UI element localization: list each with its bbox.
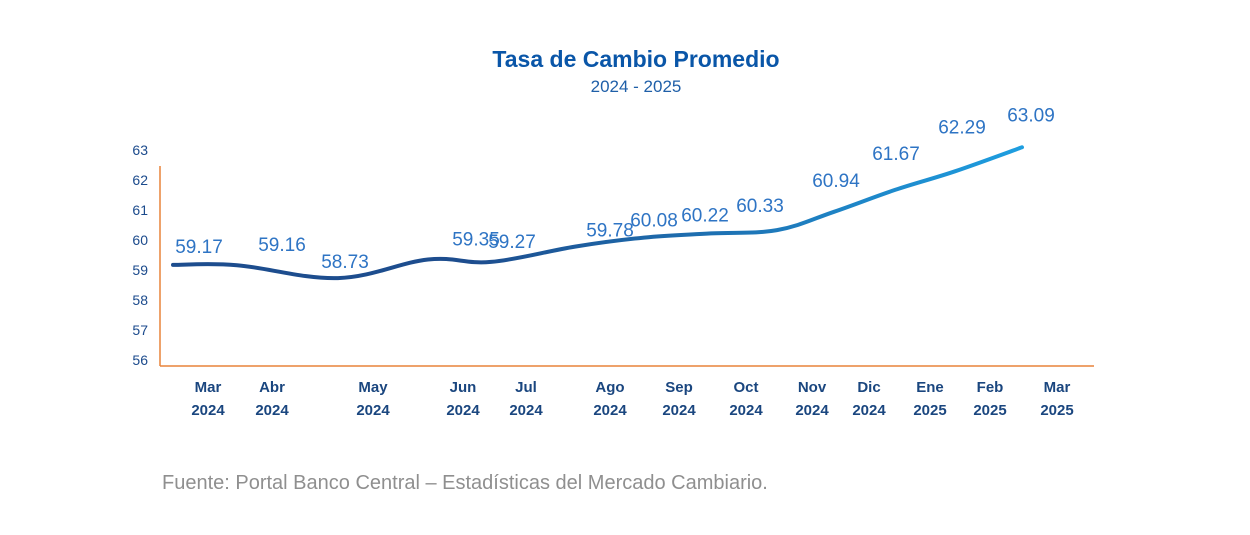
x-tick-month: Jun (450, 379, 477, 396)
data-label: 59.78 (586, 221, 634, 242)
data-label: 58.73 (321, 252, 369, 273)
x-tick-label: Nov 2024 (795, 379, 829, 419)
data-label: 62.29 (938, 117, 986, 138)
x-tick-month: Oct (733, 379, 758, 396)
x-tick-month: Dic (857, 379, 880, 396)
x-tick-month: Feb (977, 379, 1004, 396)
chart-title: Tasa de Cambio Promedio (492, 46, 780, 72)
x-tick-label: Mar 2024 (191, 379, 225, 419)
x-tick-label: Jul 2024 (509, 379, 543, 419)
data-label: 59.17 (175, 237, 223, 258)
x-tick-month: Sep (665, 379, 693, 396)
x-tick-year: 2024 (255, 402, 289, 419)
x-tick-month: Mar (195, 379, 222, 396)
x-tick-year: 2024 (852, 402, 886, 419)
data-label: 59.16 (258, 235, 306, 256)
x-tick-label: Dic 2024 (852, 379, 886, 419)
x-tick-year: 2025 (973, 402, 1006, 419)
data-label: 60.33 (736, 196, 784, 217)
data-label: 63.09 (1007, 105, 1055, 126)
x-tick-month: Nov (798, 379, 827, 396)
y-tick-label: 60 (132, 232, 148, 248)
y-tick-label: 57 (132, 322, 148, 338)
x-tick-month: Ago (595, 379, 624, 396)
data-label: 61.67 (872, 144, 920, 165)
x-tick-year: 2025 (913, 402, 946, 419)
data-label: 59.35 (452, 230, 500, 251)
x-tick-label: Ene 2025 (913, 379, 946, 419)
x-tick-year: 2024 (729, 402, 763, 419)
x-tick-year: 2024 (191, 402, 225, 419)
x-tick-label: Oct 2024 (729, 379, 763, 419)
y-tick-label: 63 (132, 142, 148, 158)
x-tick-month: Ene (916, 379, 944, 396)
x-tick-month: May (358, 379, 388, 396)
x-tick-label: Jun 2024 (446, 379, 480, 419)
x-tick-year: 2024 (446, 402, 480, 419)
x-tick-label: May 2024 (356, 379, 390, 419)
x-tick-label: Sep 2024 (662, 379, 696, 419)
source-note: Fuente: Portal Banco Central – Estadísti… (162, 472, 768, 494)
x-tick-year: 2025 (1040, 402, 1073, 419)
data-label: 60.22 (681, 205, 729, 226)
x-tick-label: Feb 2025 (973, 379, 1006, 419)
x-tick-year: 2024 (662, 402, 696, 419)
data-label: 60.94 (812, 171, 860, 192)
y-tick-label: 58 (132, 292, 148, 308)
y-tick-label: 62 (132, 172, 148, 188)
series-line (171, 145, 1024, 281)
x-tick-year: 2024 (356, 402, 390, 419)
x-tick-year: 2024 (509, 402, 543, 419)
y-tick-label: 56 (132, 352, 148, 368)
chart-subtitle: 2024 - 2025 (590, 77, 682, 96)
x-tick-month: Mar (1044, 379, 1071, 396)
y-tick-label: 59 (132, 262, 148, 278)
x-tick-label: Ago 2024 (593, 379, 627, 419)
data-label: 60.08 (630, 211, 678, 232)
x-tick-year: 2024 (593, 402, 627, 419)
x-tick-year: 2024 (795, 402, 829, 419)
x-tick-label: Abr 2024 (255, 379, 289, 419)
x-tick-label: Mar 2025 (1040, 379, 1073, 419)
x-tick-month: Abr (259, 379, 285, 396)
x-tick-month: Jul (515, 379, 537, 396)
data-label: 59.27 (488, 232, 536, 253)
y-tick-label: 61 (132, 202, 148, 218)
